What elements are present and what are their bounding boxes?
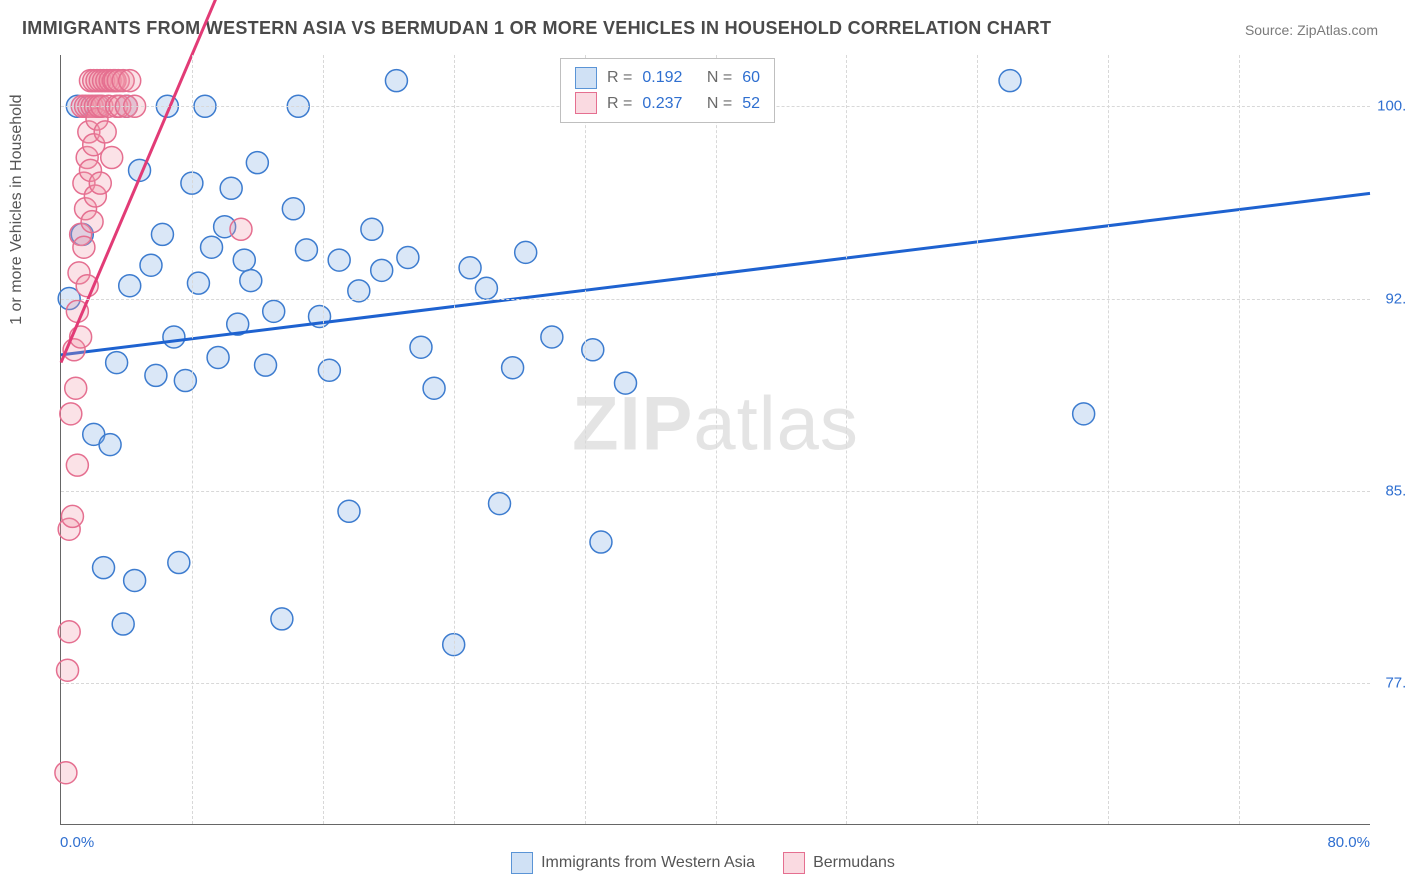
bottom-legend: Immigrants from Western Asia Bermudans (0, 852, 1406, 874)
swatch-blue (575, 67, 597, 89)
data-point-westernasia (233, 249, 255, 271)
legend-label-westernasia: Immigrants from Western Asia (541, 854, 755, 872)
data-point-westernasia (271, 608, 293, 630)
data-point-westernasia (99, 434, 121, 456)
data-point-westernasia (174, 370, 196, 392)
gridline-v (323, 55, 324, 824)
source-name: ZipAtlas.com (1297, 22, 1378, 38)
y-tick-label: 77.5% (1373, 675, 1406, 692)
n-label: N = (707, 91, 732, 117)
data-point-bermudans (73, 236, 95, 258)
data-point-westernasia (489, 493, 511, 515)
data-point-westernasia (168, 552, 190, 574)
swatch-pink (575, 92, 597, 114)
data-point-bermudans (61, 505, 83, 527)
data-point-westernasia (240, 270, 262, 292)
data-point-westernasia (410, 336, 432, 358)
data-point-westernasia (220, 177, 242, 199)
gridline-v (1108, 55, 1109, 824)
data-point-westernasia (207, 346, 229, 368)
data-point-westernasia (282, 198, 304, 220)
legend-item-bermudans: Bermudans (783, 852, 895, 874)
data-point-westernasia (371, 259, 393, 281)
chart-title: IMMIGRANTS FROM WESTERN ASIA VS BERMUDAN… (22, 18, 1051, 39)
data-point-westernasia (93, 557, 115, 579)
legend-item-westernasia: Immigrants from Western Asia (511, 852, 755, 874)
data-point-westernasia (140, 254, 162, 276)
data-point-westernasia (423, 377, 445, 399)
data-point-westernasia (246, 152, 268, 174)
gridline-v (716, 55, 717, 824)
data-point-westernasia (201, 236, 223, 258)
data-point-westernasia (338, 500, 360, 522)
data-point-westernasia (255, 354, 277, 376)
x-tick-min: 0.0% (60, 834, 94, 851)
legend-row-pink: R = 0.237 N = 52 (575, 91, 760, 117)
data-point-bermudans (58, 621, 80, 643)
gridline-v (1239, 55, 1240, 824)
legend-row-blue: R = 0.192 N = 60 (575, 65, 760, 91)
gridline-v (585, 55, 586, 824)
legend-label-bermudans: Bermudans (813, 854, 895, 872)
data-point-westernasia (459, 257, 481, 279)
n-label: N = (707, 65, 732, 91)
data-point-westernasia (999, 70, 1021, 92)
y-tick-label: 100.0% (1373, 98, 1406, 115)
data-point-bermudans (60, 403, 82, 425)
data-point-westernasia (1073, 403, 1095, 425)
data-point-westernasia (318, 359, 340, 381)
data-point-westernasia (515, 241, 537, 263)
data-point-bermudans (57, 659, 79, 681)
data-point-westernasia (187, 272, 209, 294)
n-value-pink: 52 (742, 91, 760, 117)
gridline-v (192, 55, 193, 824)
gridline-v (977, 55, 978, 824)
data-point-westernasia (145, 364, 167, 386)
data-point-bermudans (230, 218, 252, 240)
r-label: R = (607, 65, 632, 91)
data-point-westernasia (112, 613, 134, 635)
data-point-westernasia (295, 239, 317, 261)
gridline-v (454, 55, 455, 824)
data-point-westernasia (106, 352, 128, 374)
x-tick-max: 80.0% (1327, 834, 1370, 851)
gridline-v (846, 55, 847, 824)
data-point-westernasia (397, 247, 419, 269)
data-point-bermudans (55, 762, 77, 784)
y-tick-label: 92.5% (1373, 290, 1406, 307)
data-point-bermudans (89, 172, 111, 194)
data-point-bermudans (94, 121, 116, 143)
r-value-blue: 0.192 (642, 65, 682, 91)
data-point-bermudans (119, 70, 141, 92)
correlation-legend: R = 0.192 N = 60 R = 0.237 N = 52 (560, 58, 775, 123)
swatch-pink (783, 852, 805, 874)
swatch-blue (511, 852, 533, 874)
data-point-westernasia (590, 531, 612, 553)
data-point-westernasia (475, 277, 497, 299)
plot-area: ZIPatlas 77.5%85.0%92.5%100.0% (60, 55, 1370, 825)
data-point-westernasia (119, 275, 141, 297)
data-point-westernasia (541, 326, 563, 348)
source-label: Source: (1245, 22, 1293, 38)
data-point-westernasia (328, 249, 350, 271)
r-value-pink: 0.237 (642, 91, 682, 117)
data-point-westernasia (163, 326, 185, 348)
data-point-westernasia (263, 300, 285, 322)
source-credit: Source: ZipAtlas.com (1245, 22, 1378, 38)
r-label: R = (607, 91, 632, 117)
data-point-westernasia (124, 569, 146, 591)
data-point-bermudans (65, 377, 87, 399)
y-tick-label: 85.0% (1373, 482, 1406, 499)
data-point-bermudans (66, 454, 88, 476)
data-point-westernasia (502, 357, 524, 379)
data-point-westernasia (385, 70, 407, 92)
data-point-westernasia (615, 372, 637, 394)
y-axis-label: 1 or more Vehicles in Household (8, 94, 26, 324)
data-point-bermudans (101, 147, 123, 169)
n-value-blue: 60 (742, 65, 760, 91)
data-point-westernasia (361, 218, 383, 240)
data-point-bermudans (81, 211, 103, 233)
data-point-westernasia (151, 223, 173, 245)
